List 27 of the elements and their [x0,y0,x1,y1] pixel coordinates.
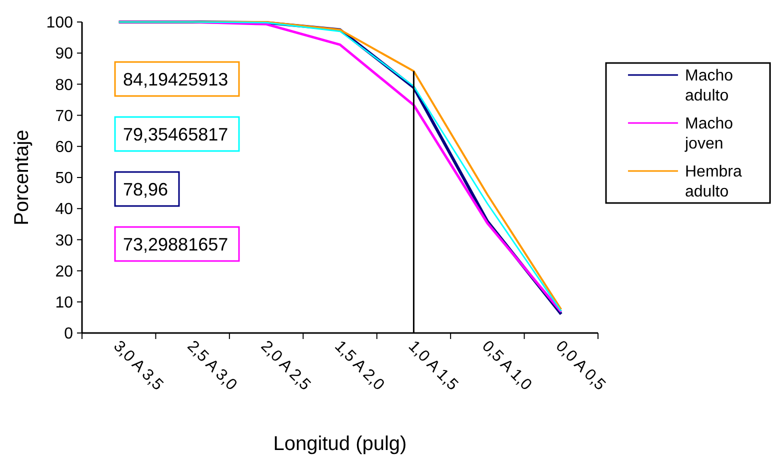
x-tick-label: 0,5 A 1,0 [478,338,535,394]
y-tick-label: 20 [55,263,74,280]
x-axis-title: Longitud (pulg) [273,433,407,455]
y-tick-label: 30 [55,232,74,250]
y-tick-label: 70 [55,108,74,125]
x-tick-label: 1,5 A 2,0 [331,338,388,394]
y-tick-label: 0 [64,326,74,343]
legend-label: Macho adulto [685,68,734,105]
y-tick-label: 90 [55,46,74,63]
y-tick-label: 50 [55,170,74,188]
legend-label: Macho joven [684,116,734,153]
y-tick-label: 40 [55,201,74,218]
annotation: 79,35465817 [123,124,228,144]
y-axis-title: Porcentaje [11,130,33,226]
legend-label: Hembra adulto [685,164,742,201]
x-tick-label: 3,0 A 3,5 [110,338,166,394]
y-tick-label: 60 [55,139,74,156]
x-tick-label: 2,5 A 3,0 [184,338,240,394]
annotation: 78,96 [123,179,168,200]
x-tick-label: 0,0 A 0,5 [552,338,608,394]
x-tick-label: 1,0 A 1,5 [404,338,462,394]
annotation: 84,19425913 [123,69,228,90]
y-tick-label: 80 [55,76,74,94]
y-tick-label: 10 [55,294,74,312]
y-tick-label: 100 [46,14,74,32]
x-tick-label: 2,0 A 2,5 [257,338,314,394]
annotation: 73,29881657 [123,234,228,254]
